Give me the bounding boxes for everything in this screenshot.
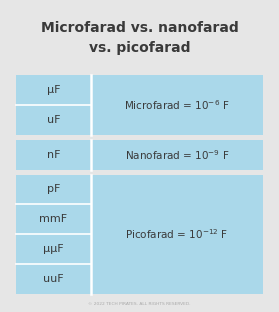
- Text: uF: uF: [47, 115, 60, 125]
- Bar: [16, 175, 263, 294]
- Text: nF: nF: [47, 150, 60, 160]
- Text: uuF: uuF: [43, 274, 64, 284]
- Text: Microfarad = $10^{-6}$ F: Microfarad = $10^{-6}$ F: [124, 98, 230, 112]
- Text: Picofarad = $10^{-12}$ F: Picofarad = $10^{-12}$ F: [125, 227, 229, 241]
- Text: mmF: mmF: [39, 214, 68, 224]
- Text: Nanofarad = $10^{-9}$ F: Nanofarad = $10^{-9}$ F: [125, 148, 229, 162]
- Text: © 2022 TECH PIRATES. ALL RIGHTS RESERVED.: © 2022 TECH PIRATES. ALL RIGHTS RESERVED…: [88, 302, 191, 306]
- Text: pF: pF: [47, 184, 60, 194]
- Text: Microfarad vs. nanofarad
vs. picofarad: Microfarad vs. nanofarad vs. picofarad: [41, 21, 238, 55]
- Text: μF: μF: [47, 85, 60, 95]
- Bar: [16, 75, 263, 135]
- Text: μμF: μμF: [43, 244, 64, 254]
- Bar: [16, 140, 263, 169]
